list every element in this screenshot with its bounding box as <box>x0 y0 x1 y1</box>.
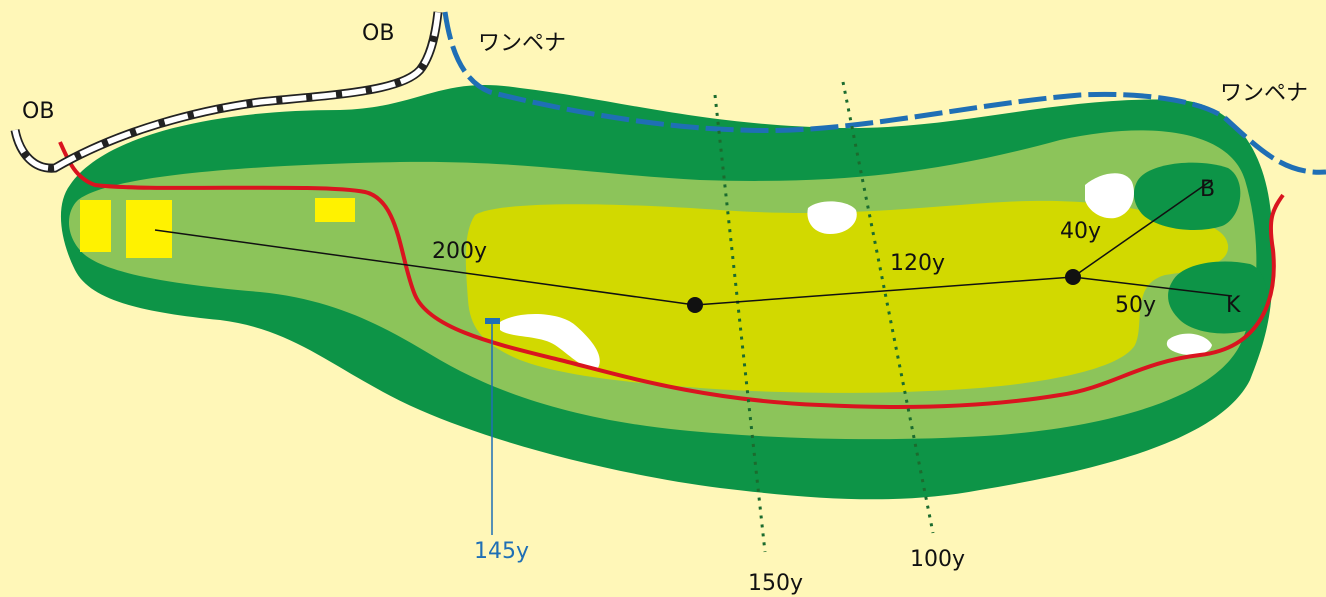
label-200y: 200y <box>432 239 487 264</box>
penalty-line-top <box>442 11 1227 134</box>
label-ob-left: OB <box>22 99 54 124</box>
label-150y: 150y <box>748 571 803 596</box>
label-green-k: K <box>1226 293 1241 318</box>
label-100y: 100y <box>910 547 965 572</box>
green-k <box>1168 261 1268 334</box>
bunker-left <box>500 314 600 369</box>
marker-145-post <box>485 318 500 324</box>
green-b <box>1133 162 1241 230</box>
bunker-upper-right <box>1085 173 1135 219</box>
label-penalty-top: ワンペナ <box>478 31 566 56</box>
label-green-b: B <box>1200 177 1215 202</box>
label-50y: 50y <box>1115 293 1156 318</box>
label-40y: 40y <box>1060 219 1101 244</box>
tee-box-2 <box>126 200 172 258</box>
penalty-line-right <box>1223 116 1326 175</box>
route-lines <box>154 179 1233 306</box>
ob-line <box>10 11 443 173</box>
target-dot-2 <box>1065 269 1081 285</box>
target-dot-1 <box>687 297 703 313</box>
label-120y: 120y <box>890 251 945 276</box>
bunker-lower-right <box>1166 333 1212 356</box>
tee-box-3 <box>315 198 355 222</box>
bunker-mid <box>807 201 857 234</box>
red-boundary-line <box>58 141 1285 409</box>
label-145y: 145y <box>474 539 529 564</box>
tee-box-1 <box>80 200 111 252</box>
fairway-area <box>465 200 1229 393</box>
label-ob-top: OB <box>362 21 394 46</box>
label-penalty-right: ワンペナ <box>1220 81 1308 106</box>
